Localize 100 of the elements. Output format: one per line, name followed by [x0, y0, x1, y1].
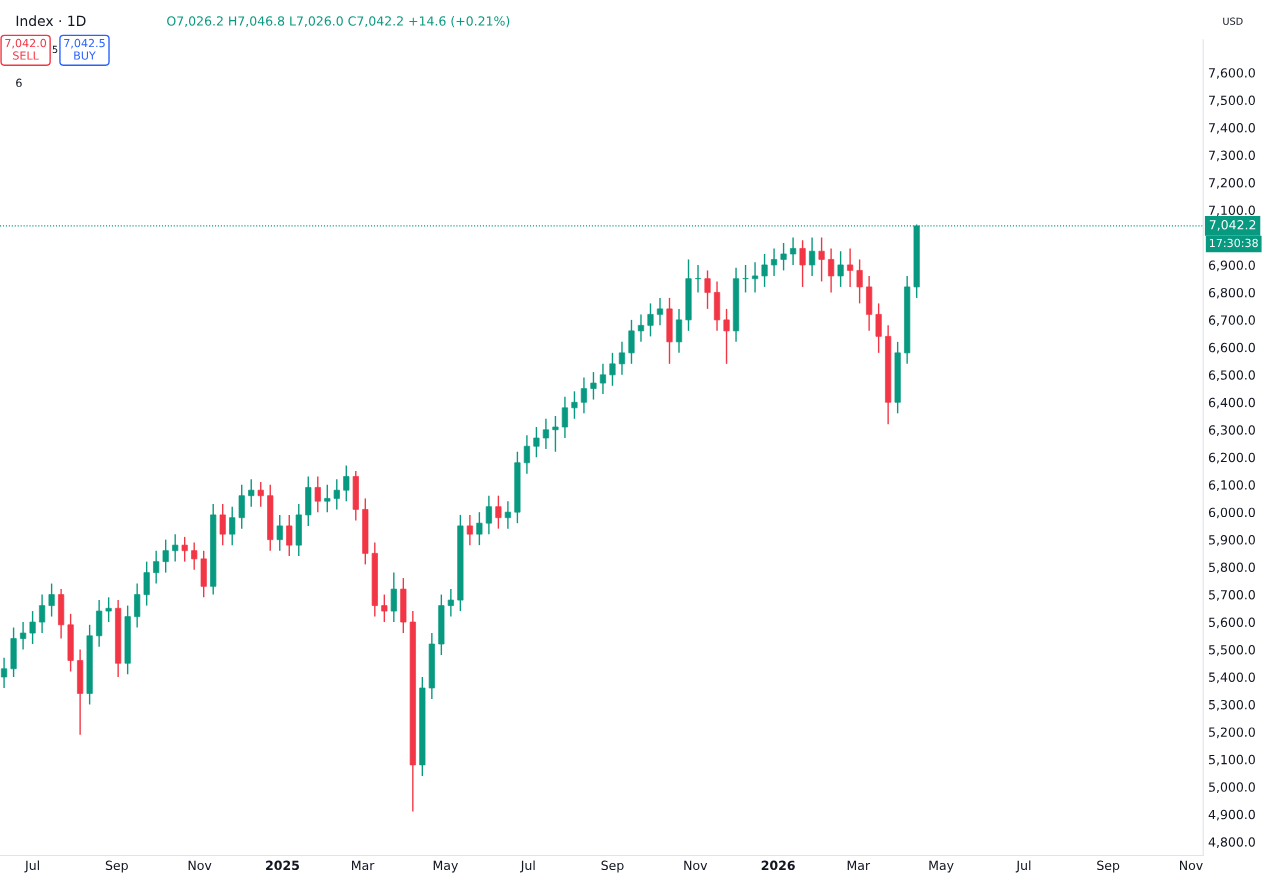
candlestick — [276, 514, 283, 552]
candlestick — [694, 264, 702, 294]
candlestick — [847, 247, 854, 288]
y-tick-label: 5,600.0 — [1209, 617, 1255, 629]
candlestick — [1, 657, 8, 689]
candlestick — [742, 264, 749, 294]
candlestick — [504, 500, 511, 530]
candlestick — [799, 239, 806, 288]
y-tick-label: 6,600.0 — [1208, 342, 1255, 354]
x-tick-label: Nov — [684, 860, 708, 871]
annotation: 7,042.5 BUY — [64, 38, 105, 60]
candlestick — [523, 434, 530, 475]
y-tick-label: 6,700.0 — [1208, 315, 1255, 327]
y-tick-label: 7,500.0 — [1209, 95, 1255, 107]
candlestick — [561, 396, 568, 439]
candlestick — [381, 593, 388, 623]
candlestick — [628, 319, 635, 365]
candlestick — [637, 313, 645, 343]
candlestick — [314, 475, 321, 513]
candlestick — [20, 621, 27, 651]
y-tick-label: 6,800.0 — [1208, 287, 1255, 299]
candlestick — [485, 494, 492, 535]
y-tick-label: 6,900.0 — [1208, 260, 1255, 272]
candlestick — [324, 484, 331, 513]
candlestick — [219, 503, 226, 546]
candlestick — [618, 341, 626, 376]
x-tick-label: Nov — [1180, 860, 1203, 871]
chart-title: Index · 1D — [16, 15, 86, 27]
candlestick — [143, 560, 150, 607]
x-tick-label: May — [433, 860, 458, 873]
candlestick — [856, 258, 863, 305]
y-tick-label: 5,900.0 — [1209, 535, 1255, 546]
y-tick-label: 7,200.0 — [1209, 178, 1255, 189]
x-tick-label: Jul — [1015, 860, 1031, 873]
candlestick — [162, 538, 169, 574]
text: O7,026.2 H7,046.8 L7,026.0 C7,042.2 +14.6 (+0.21%) — [167, 16, 510, 28]
y-tick-label: 6,200.0 — [1208, 452, 1255, 464]
candlestick — [495, 494, 502, 530]
y-tick-label: 5,300.0 — [1209, 699, 1255, 711]
ref-line-label: 7,042.2 — [1209, 220, 1256, 231]
candlestick — [134, 582, 141, 629]
annotation: 5 — [52, 45, 58, 54]
candlestick — [533, 426, 540, 458]
candlestick — [286, 514, 293, 557]
candlestick — [48, 582, 55, 618]
candlestick — [590, 371, 597, 401]
candlestick — [723, 308, 730, 365]
x-tick-label: May — [929, 860, 954, 873]
x-tick-label: Sep — [601, 860, 624, 873]
y-tick-label: 6,100.0 — [1208, 480, 1255, 491]
candlestick — [828, 247, 835, 294]
candlestick — [181, 536, 188, 563]
candlestick — [790, 236, 797, 266]
x-tick-label: 2026 — [761, 860, 795, 871]
candlestick — [809, 236, 816, 277]
candlestick — [704, 269, 711, 310]
candlestick — [29, 610, 36, 645]
candlestick — [390, 571, 397, 623]
candlestick — [675, 308, 683, 354]
candlestick — [172, 533, 179, 563]
candlestick — [343, 464, 350, 502]
candlestick — [818, 236, 825, 283]
candlestick — [229, 505, 236, 546]
candlestick — [248, 478, 255, 508]
y-tick-label: 5,500.0 — [1209, 644, 1255, 656]
candlestick — [466, 514, 473, 546]
candlestick — [571, 390, 578, 420]
annotation: 6 — [16, 78, 22, 88]
candlestick — [580, 376, 588, 414]
y-tick-label: 6,000.0 — [1208, 507, 1255, 519]
candlestick — [837, 250, 844, 288]
y-tick-label: 5,200.0 — [1209, 727, 1255, 739]
y-tick-label: 5,800.0 — [1209, 562, 1255, 574]
candlestick — [647, 302, 654, 338]
y-tick-label: 5,400.0 — [1209, 672, 1255, 684]
x-tick-label: Sep — [1097, 860, 1120, 873]
y-tick-label: 6,300.0 — [1208, 425, 1255, 436]
y-tick-label: 6,500.0 — [1208, 370, 1255, 382]
candlestick — [333, 478, 340, 511]
x-tick-label: Nov — [188, 860, 212, 871]
candlestick — [656, 297, 664, 327]
y-tick-label: 5,100.0 — [1209, 754, 1255, 766]
candlestick — [552, 415, 559, 453]
candlestick — [257, 481, 264, 508]
candlestick — [875, 302, 882, 354]
annotation: 7,042.0 SELL — [5, 38, 47, 60]
x-tick-label: Mar — [847, 860, 871, 871]
text: USD — [1223, 17, 1243, 25]
x-tick-label: 2025 — [266, 860, 299, 871]
text: 17:30:38 — [1209, 238, 1258, 248]
candlestick — [609, 352, 616, 387]
candlestick — [39, 593, 46, 634]
y-tick-label: 5,700.0 — [1209, 590, 1255, 601]
candlestick — [153, 549, 160, 585]
candlestick — [476, 511, 483, 546]
y-tick-label: 5,000.0 — [1209, 782, 1255, 794]
y-tick-label: 6,400.0 — [1208, 397, 1255, 409]
candlestick — [771, 247, 778, 277]
candlestick — [447, 588, 454, 618]
x-tick-label: Mar — [352, 860, 375, 871]
